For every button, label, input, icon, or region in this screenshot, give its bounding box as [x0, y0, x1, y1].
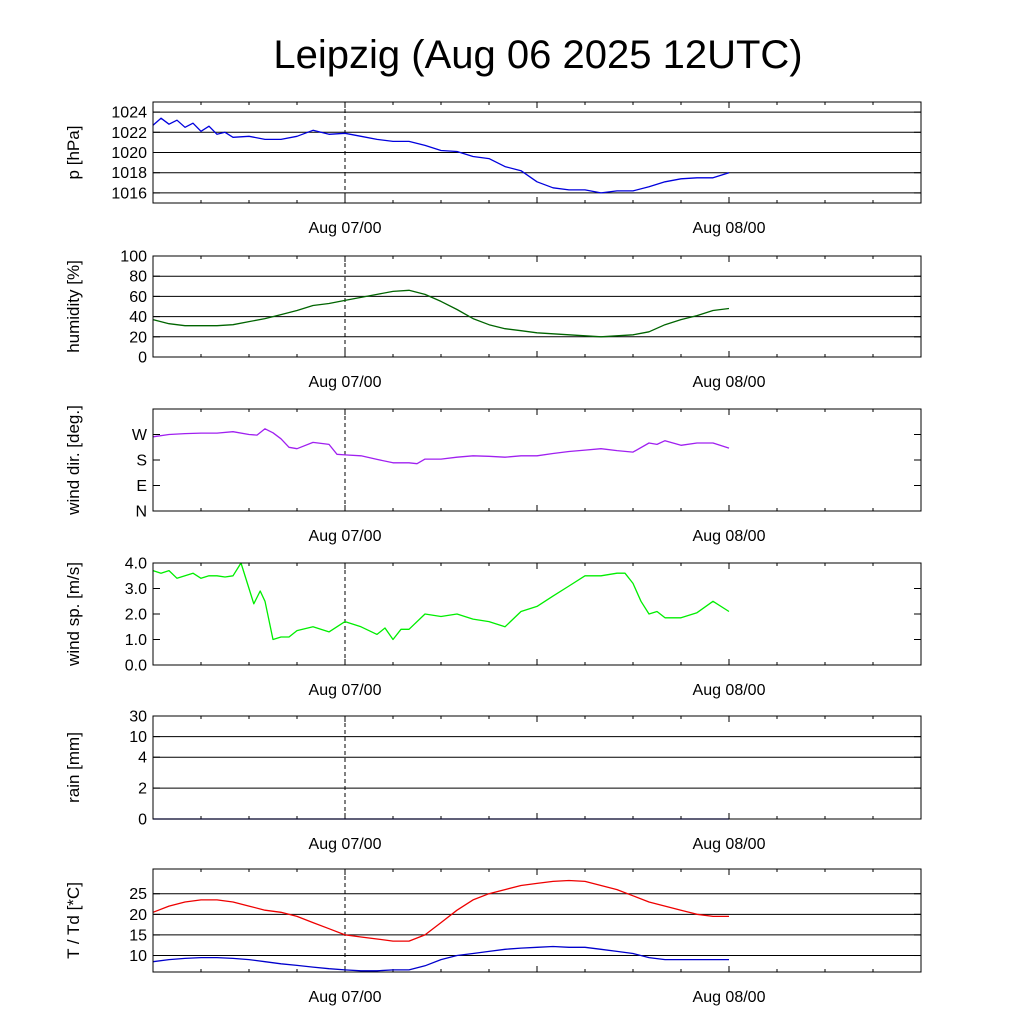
y-tick-label: 3.0 [125, 581, 147, 598]
x-tick-label: Aug 07/00 [309, 528, 382, 545]
y-tick-label: 80 [129, 269, 147, 286]
y-tick-label: W [132, 427, 148, 444]
x-tick-label: Aug 07/00 [309, 989, 382, 1006]
panel-wind_speed: 0.0 1.0 2.0 3.0 4.0 Aug 07/00 Aug 08/00 wind sp… [64, 556, 922, 699]
y-tick-label: 25 [129, 886, 147, 903]
x-tick-label: Aug 08/00 [693, 220, 766, 237]
y-axis-label: p [hPa] [64, 126, 83, 180]
y-tick-label: 60 [129, 289, 147, 306]
y-axis-label: wind dir. [deg.] [64, 405, 83, 516]
y-tick-label: 0 [138, 350, 147, 367]
y-tick-label: 0 [138, 812, 147, 829]
y-tick-label: 40 [129, 309, 147, 326]
y-tick-label: E [136, 478, 147, 495]
series-line-pressure [152, 117, 730, 194]
y-tick-label: 15 [129, 927, 147, 944]
series-line-wind_speed [152, 562, 730, 641]
y-axis-label: wind sp. [m/s] [64, 562, 83, 667]
x-tick-label: Aug 07/00 [309, 682, 382, 699]
x-tick-label: Aug 08/00 [693, 836, 766, 853]
y-tick-label: N [135, 504, 147, 521]
y-tick-label: 2 [138, 781, 147, 798]
panel-pressure: 1016 1018 1020 1022 1024 Aug 07/00 Aug 08/00 p … [64, 101, 922, 237]
panel-temperature: 10 15 20 25 Aug 07/00 Aug 08/00 T / Td [*C] [64, 868, 922, 1006]
y-tick-label: 4.0 [125, 556, 147, 573]
y-tick-label: S [136, 453, 147, 470]
x-tick-label: Aug 08/00 [693, 989, 766, 1006]
plot-frame [152, 101, 922, 204]
plot-frame [152, 408, 922, 512]
y-tick-label: 1022 [111, 125, 147, 142]
series-line-dewpoint [152, 945, 729, 972]
x-tick-label: Aug 07/00 [309, 374, 382, 391]
x-tick-label: Aug 08/00 [693, 374, 766, 391]
y-tick-label: 4 [138, 750, 147, 767]
plot-frame [152, 255, 922, 358]
x-tick-label: Aug 07/00 [309, 836, 382, 853]
y-tick-label: 1.0 [125, 632, 147, 649]
y-axis-label: T / Td [*C] [64, 882, 83, 959]
series-line-wind_dir [152, 428, 730, 465]
y-tick-label: 20 [129, 907, 147, 924]
y-axis-label: humidity [%] [64, 260, 83, 353]
chart-title: Leipzig (Aug 06 2025 12UTC) [273, 33, 802, 77]
y-axis-label: rain [mm] [64, 732, 83, 803]
y-tick-label: 0.0 [125, 658, 147, 675]
y-tick-label: 1020 [111, 145, 147, 162]
plot-frame [152, 868, 922, 973]
x-tick-label: Aug 08/00 [693, 528, 766, 545]
x-tick-label: Aug 08/00 [693, 682, 766, 699]
series-line-humidity [152, 289, 730, 338]
y-tick-label: 10 [129, 729, 147, 746]
panel-humidity: 0 20 40 60 80 100 Aug 07/00 Aug 08/00 humidity [… [64, 249, 922, 391]
y-tick-label: 1018 [111, 165, 147, 182]
y-tick-label: 1024 [111, 105, 147, 122]
panel-rain: 0 2 4 10 30 Aug 07/00 Aug 08/00 rain [mm] [64, 709, 922, 853]
plot-frame [152, 562, 922, 666]
y-tick-label: 1016 [111, 185, 147, 202]
x-tick-label: Aug 07/00 [309, 220, 382, 237]
y-tick-label: 10 [129, 948, 147, 965]
plot-frame [152, 715, 922, 820]
y-tick-label: 20 [129, 329, 147, 346]
y-tick-label: 100 [120, 249, 147, 266]
y-tick-label: 2.0 [125, 607, 147, 624]
y-tick-label: 30 [129, 709, 147, 726]
series-line-temperature [152, 879, 729, 942]
